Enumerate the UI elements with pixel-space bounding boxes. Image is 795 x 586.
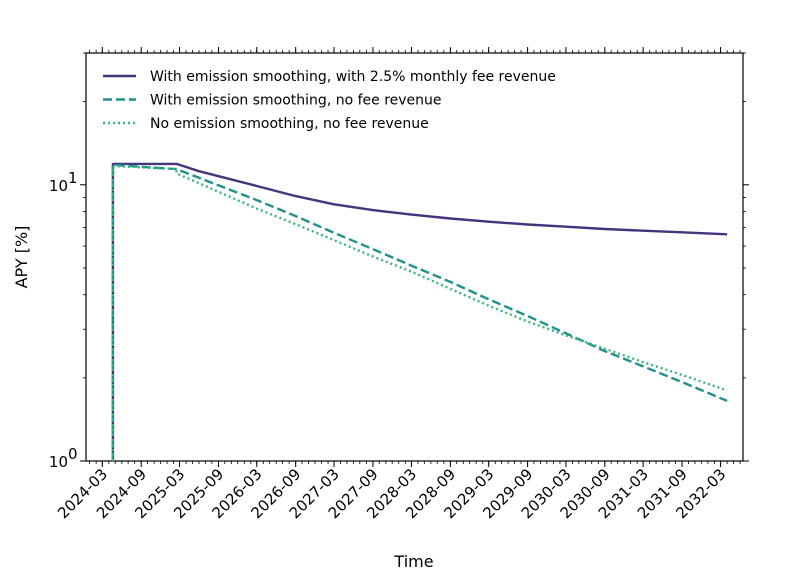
y-axis-title: APY [%] <box>12 226 31 289</box>
y-tick-exponent: 0 <box>68 445 78 463</box>
legend-label: With emission smoothing, with 2.5% month… <box>150 69 556 85</box>
legend-label: No emission smoothing, no fee revenue <box>150 116 429 132</box>
plot-frame <box>85 52 744 462</box>
x-axis-title: Time <box>393 552 433 571</box>
plot-border <box>85 52 744 462</box>
legend-label: With emission smoothing, no fee revenue <box>150 93 442 109</box>
legend: With emission smoothing, with 2.5% month… <box>103 69 556 132</box>
series-line-2 <box>111 163 728 461</box>
series-line-1 <box>111 162 728 461</box>
series-line-3 <box>111 164 728 461</box>
series-layer <box>111 162 728 461</box>
y-tick-exponent: 1 <box>68 169 78 187</box>
y-tick-label: 10 <box>49 453 68 471</box>
y-tick-label: 10 <box>49 177 68 195</box>
